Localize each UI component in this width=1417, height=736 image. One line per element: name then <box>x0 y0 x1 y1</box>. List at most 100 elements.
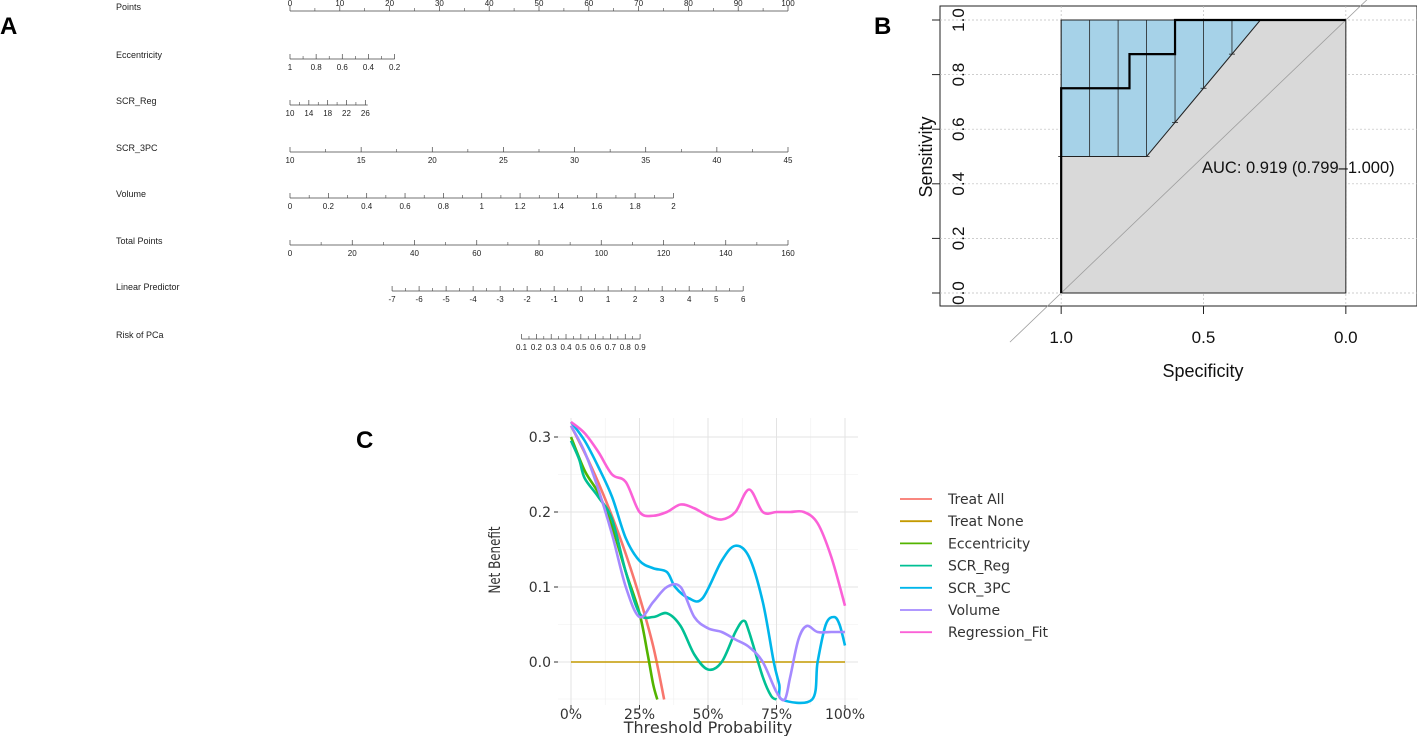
dca-ytick-label: 0.0 <box>529 655 551 671</box>
dca-series-volume <box>569 425 845 702</box>
nomogram-tick-label-points: 90 <box>734 0 743 8</box>
nomogram-tick-label-volume: 0.6 <box>399 202 411 211</box>
nomogram-tick-label-points: 50 <box>535 0 544 8</box>
nomogram-tick-label-linear-predictor: 0 <box>579 295 584 304</box>
nomogram-tick-label-linear-predictor: 3 <box>660 295 665 304</box>
nomogram-tick-label-points: 70 <box>634 0 643 8</box>
nomogram-tick-label-scr-3pc: 45 <box>784 156 793 165</box>
nomogram-tick-label-risk-of-pca: 0.2 <box>531 343 543 352</box>
nomogram-tick-label-volume: 2 <box>671 202 676 211</box>
nomogram-label-linear-predictor: Linear Predictor <box>116 282 180 292</box>
nomogram-tick-label-volume: 0.2 <box>323 202 335 211</box>
nomogram-tick-label-risk-of-pca: 0.4 <box>560 343 572 352</box>
roc-panel: 0.0 0.2 0.4 0.6 0.8 1.0 1.0 0.5 0.0 Specificity Se… <box>916 0 1417 381</box>
nomogram-tick-label-points: 0 <box>288 0 293 8</box>
nomogram-tick-label-linear-predictor: -2 <box>524 295 532 304</box>
roc-ytick-label: 0.6 <box>949 117 968 141</box>
nomogram-tick-label-total-points: 20 <box>348 249 357 258</box>
dca-legend-label-volume: Volume <box>948 603 1000 619</box>
nomogram-tick-label-linear-predictor: 6 <box>741 295 746 304</box>
dca-xtick-label: 0% <box>560 707 582 723</box>
dca-xtick-label: 75% <box>761 707 792 723</box>
nomogram-tick-label-risk-of-pca: 0.7 <box>605 343 617 352</box>
nomogram-tick-label-volume: 1 <box>480 202 485 211</box>
dca-series-scr-reg <box>569 440 778 701</box>
nomogram-tick-label-points: 60 <box>584 0 593 8</box>
nomogram-tick-label-total-points: 0 <box>288 249 293 258</box>
nomogram-tick-label-linear-predictor: -1 <box>551 295 559 304</box>
roc-plot-border <box>939 5 1417 307</box>
roc-ytick-label: 1.0 <box>949 8 968 32</box>
nomogram-tick-label-points: 20 <box>385 0 394 8</box>
nomogram-tick-label-total-points: 160 <box>781 249 795 258</box>
nomogram-tick-label-volume: 1.4 <box>553 202 565 211</box>
panel-letter-c: C <box>356 427 373 454</box>
roc-ytick-label: 0.4 <box>949 172 968 196</box>
roc-ytick-label: 0.8 <box>949 63 968 87</box>
nomogram-tick-label-scr-reg: 14 <box>304 109 313 118</box>
nomogram-tick-label-volume: 0 <box>288 202 293 211</box>
dca-series-regression-fit <box>570 420 847 607</box>
dca-legend-label-treat-none: Treat None <box>947 514 1024 530</box>
dca-ytick-label: 0.3 <box>529 430 551 446</box>
roc-ytick-label: 0.2 <box>949 227 968 251</box>
roc-curve <box>1060 18 1346 293</box>
nomogram-panel: Points 0 10 20 30 40 50 60 70 80 90 100Eccentricity… <box>116 0 795 352</box>
nomogram-tick-label-scr-reg: 10 <box>286 109 295 118</box>
nomogram-tick-label-total-points: 80 <box>535 249 544 258</box>
nomogram-tick-label-scr-3pc: 40 <box>712 156 721 165</box>
nomogram-tick-label-points: 30 <box>435 0 444 8</box>
nomogram-tick-label-points: 10 <box>335 0 344 8</box>
dca-panel: 0.0 0.1 0.2 0.3 0% 25% 50% 75% 100% Threshold Pro… <box>486 418 1049 736</box>
nomogram-tick-label-linear-predictor: 5 <box>714 295 719 304</box>
nomogram-tick-label-total-points: 60 <box>472 249 481 258</box>
roc-diagonal <box>1009 0 1368 343</box>
nomogram-label-eccentricity: Eccentricity <box>116 50 163 60</box>
nomogram-tick-label-scr-3pc: 30 <box>570 156 579 165</box>
nomogram-tick-label-scr-reg: 18 <box>323 109 332 118</box>
nomogram-tick-label-total-points: 40 <box>410 249 419 258</box>
nomogram-tick-label-eccentricity: 0.2 <box>389 63 401 72</box>
nomogram-tick-label-scr-3pc: 10 <box>286 156 295 165</box>
panel-letter-a: A <box>0 13 17 40</box>
nomogram-tick-label-eccentricity: 0.4 <box>363 63 375 72</box>
nomogram-tick-label-linear-predictor: -4 <box>470 295 478 304</box>
dca-xlabel: Threshold Probability <box>623 718 793 736</box>
nomogram-tick-label-risk-of-pca: 0.1 <box>516 343 528 352</box>
roc-xtick-label: 0.5 <box>1192 328 1216 347</box>
nomogram-tick-label-eccentricity: 0.8 <box>311 63 323 72</box>
nomogram-tick-label-volume: 1.2 <box>515 202 527 211</box>
nomogram-tick-label-total-points: 140 <box>719 249 733 258</box>
dca-series-group <box>569 420 847 705</box>
nomogram-tick-label-volume: 1.6 <box>591 202 603 211</box>
nomogram-tick-label-linear-predictor: -7 <box>389 295 397 304</box>
nomogram-tick-label-scr-3pc: 25 <box>499 156 508 165</box>
nomogram-tick-label-scr-reg: 26 <box>361 109 370 118</box>
nomogram-tick-label-points: 100 <box>781 0 795 8</box>
nomogram-tick-label-scr-reg: 22 <box>342 109 351 118</box>
nomogram-tick-label-volume: 0.4 <box>361 202 373 211</box>
nomogram-tick-label-volume: 1.8 <box>630 202 642 211</box>
dca-legend-label-scr-3pc: SCR_3PC <box>948 581 1011 597</box>
nomogram-tick-label-scr-3pc: 20 <box>428 156 437 165</box>
dca-xtick-label: 25% <box>624 707 655 723</box>
nomogram-label-points: Points <box>116 2 142 12</box>
dca-xtick-label: 50% <box>692 707 723 723</box>
dca-series-scr-3pc <box>569 421 847 705</box>
nomogram-tick-label-scr-3pc: 35 <box>641 156 650 165</box>
roc-ytick-label: 0.0 <box>949 281 968 305</box>
nomogram-label-volume: Volume <box>116 189 146 199</box>
nomogram-tick-label-points: 40 <box>485 0 494 8</box>
nomogram-label-scr-reg: SCR_Reg <box>116 96 157 106</box>
nomogram-tick-label-risk-of-pca: 0.3 <box>546 343 558 352</box>
dca-xtick-label: 100% <box>825 707 865 723</box>
dca-ytick-label: 0.2 <box>529 505 551 521</box>
nomogram-label-total-points: Total Points <box>116 236 163 246</box>
nomogram-tick-label-linear-predictor: 2 <box>633 295 638 304</box>
dca-ylabel: Net Benefit <box>486 526 504 593</box>
roc-xtick-label: 1.0 <box>1049 328 1073 347</box>
nomogram-tick-label-risk-of-pca: 0.5 <box>575 343 587 352</box>
nomogram-tick-label-risk-of-pca: 0.9 <box>635 343 647 352</box>
nomogram-label-scr-3pc: SCR_3PC <box>116 143 158 153</box>
